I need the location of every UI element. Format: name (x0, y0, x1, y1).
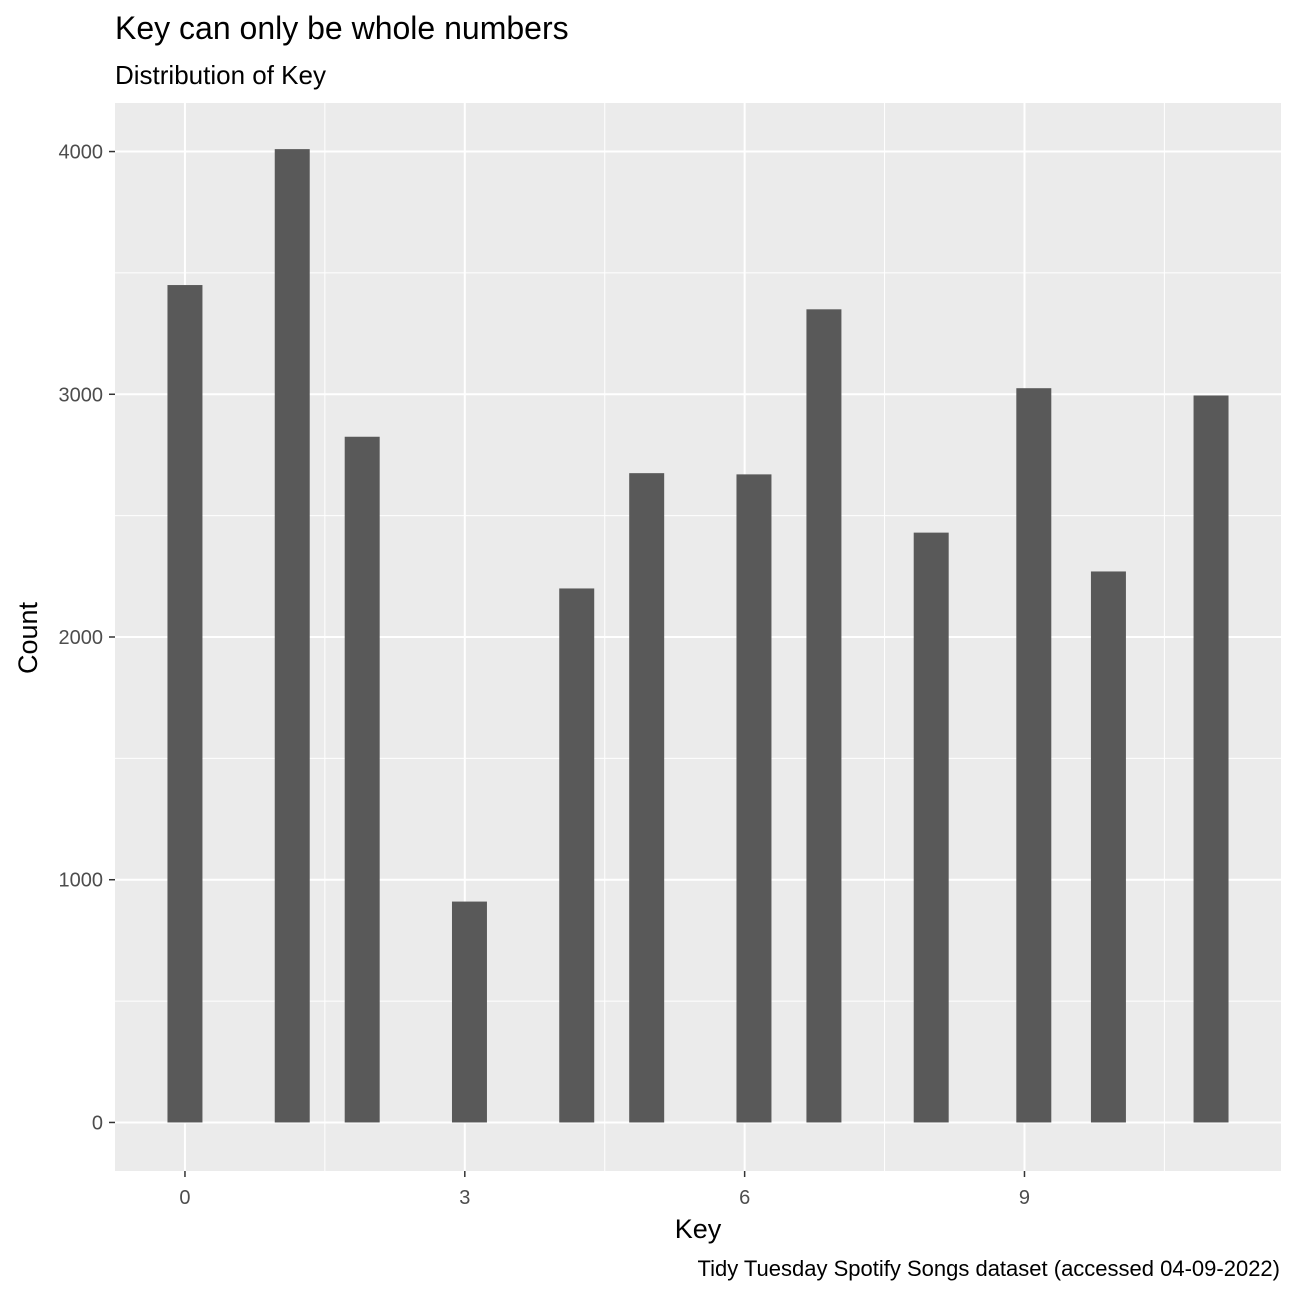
x-tick-label: 9 (1019, 1187, 1030, 1209)
y-tick-label: 2000 (59, 627, 104, 649)
bar-key-2 (344, 436, 380, 1123)
bar-key-6 (736, 474, 772, 1123)
x-axis-title: Key (675, 1214, 722, 1244)
bar-key-1 (274, 149, 310, 1123)
chart-subtitle: Distribution of Key (115, 60, 326, 90)
y-tick-label: 1000 (59, 870, 104, 892)
bar-key-5 (629, 473, 665, 1123)
x-tick-label: 3 (459, 1187, 470, 1209)
bar-key-8 (913, 532, 949, 1123)
bar-key-3 (451, 901, 487, 1123)
chart-title: Key can only be whole numbers (115, 10, 569, 46)
x-tick-label: 6 (739, 1187, 750, 1209)
bar-key-10 (1090, 571, 1126, 1123)
x-tick-label: 0 (179, 1187, 190, 1209)
bar-key-4 (559, 588, 595, 1123)
y-axis-title: Count (13, 601, 43, 674)
chart-caption: Tidy Tuesday Spotify Songs dataset (acce… (697, 1256, 1280, 1281)
bar-key-0 (167, 285, 203, 1123)
bar-key-7 (806, 309, 842, 1123)
y-tick-label: 0 (92, 1112, 103, 1134)
y-tick-label: 3000 (59, 384, 104, 406)
bar-key-9 (1016, 388, 1052, 1123)
bar-key-11 (1193, 395, 1229, 1123)
y-tick-label: 4000 (59, 142, 104, 164)
